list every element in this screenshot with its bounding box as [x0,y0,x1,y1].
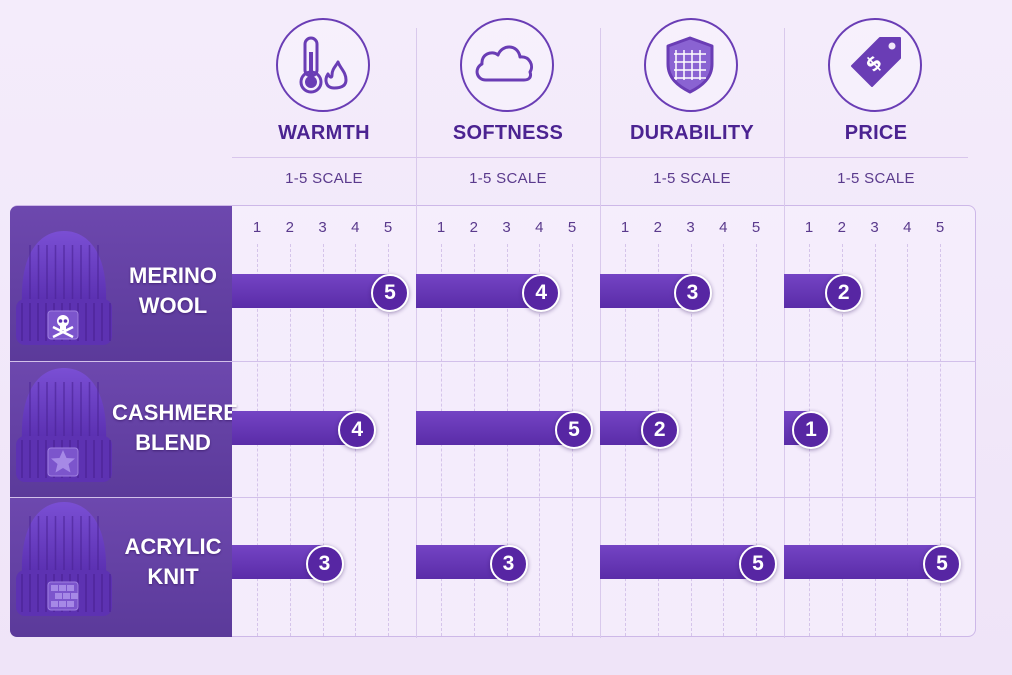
cloud-icon-graphic [475,45,534,82]
beanie-image [10,362,118,493]
beanie-star-icon [16,368,112,482]
value-badge: 3 [489,545,528,583]
thermometer-flame-icon [276,18,370,112]
category-title: WARMTH [278,122,370,144]
value-badge: 5 [555,411,593,449]
tick-label: 3 [870,219,879,236]
value-badge: 5 [923,545,961,583]
tick-label: 1 [436,219,446,236]
bar-softness [416,411,574,445]
value-badge: 3 [673,274,712,312]
price-tag-icon-graphic: $ [851,37,901,87]
category-title: PRICE [844,122,908,144]
value-badge: 5 [739,545,777,583]
tick-label: 3 [502,219,511,236]
tick-label: 3 [686,219,695,236]
gridline [874,244,876,636]
tick-label: 2 [837,219,846,236]
column-divider [600,28,601,638]
bar-warmth [232,274,390,308]
tick-label: 5 [751,219,761,236]
value-badge: 1 [792,411,830,449]
shield-icon-graphic [666,36,714,94]
tick-label: 5 [567,219,577,236]
row-label: ACRYLIC KNIT [112,532,234,592]
column-header-price: $ PRICE 1-5 SCALE [784,0,968,205]
shield-icon [644,18,738,112]
row-divider [10,497,976,498]
category-underline [784,157,968,158]
category-underline [600,157,784,158]
row-label-line: CASHMERE [112,400,238,425]
category-underline [416,157,600,158]
column-divider [416,28,417,638]
column-header-durability: DURABILITY 1-5 SCALE [600,0,784,205]
value-badge: 2 [640,411,679,449]
bar-durability [600,545,758,579]
column-divider [784,28,785,638]
category-underline [232,157,416,158]
tick-label: 1 [620,219,630,236]
row-label-line: MERINO [129,263,217,288]
row-label-line: ACRYLIC [124,534,222,559]
row-label-line: BLEND [135,430,211,455]
column-header-warmth: WARMTH 1-5 SCALE [232,0,416,205]
tick-label: 5 [383,219,393,236]
tick-label: 4 [535,219,544,236]
tick-label: 2 [653,219,662,236]
thermometer-flame-icon-graphic [299,36,348,94]
row-label: CASHMERE BLEND [112,398,238,458]
row-label-line: WOOL [138,293,208,318]
scale-label: 1-5 SCALE [837,170,915,187]
bar-softness [416,274,542,308]
row-label: MERINO WOOL [112,261,234,321]
value-badge: 3 [305,545,344,583]
value-badge: 4 [522,274,561,312]
scale-label: 1-5 SCALE [469,170,547,187]
gridline [940,244,941,636]
tick-label: 4 [903,219,912,236]
beanie-skull-crossbones-icon [16,231,112,345]
tick-label: 2 [285,219,294,236]
price-tag-icon: $ [828,18,922,112]
category-title: DURABILITY [629,122,755,144]
bar-price [784,545,942,579]
scale-label: 1-5 SCALE [653,170,731,187]
beanie-brick-icon [16,502,112,616]
tick-label: 4 [351,219,360,236]
gridline [841,244,843,636]
scale-label: 1-5 SCALE [285,170,363,187]
tick-label: 5 [935,219,945,236]
tick-label: 1 [252,219,262,236]
gridline [690,244,692,636]
value-badge: 5 [371,274,409,312]
beanie-image [10,496,118,627]
gridline [756,244,757,636]
tick-label: 2 [469,219,478,236]
value-badge: 2 [824,274,863,312]
tick-label: 4 [719,219,728,236]
gridline [907,244,909,636]
gridline [388,244,389,636]
cloud-icon [460,18,554,112]
column-header-softness: SOFTNESS 1-5 SCALE [416,0,600,205]
row-divider [10,361,976,362]
tick-label: 3 [318,219,327,236]
tick-label: 1 [804,219,814,236]
row-label-line: KNIT [147,564,199,589]
value-badge: 4 [338,411,377,449]
category-title: SOFTNESS [452,122,564,144]
gridline [723,244,725,636]
beanie-image [10,225,118,356]
bar-warmth [232,411,358,445]
